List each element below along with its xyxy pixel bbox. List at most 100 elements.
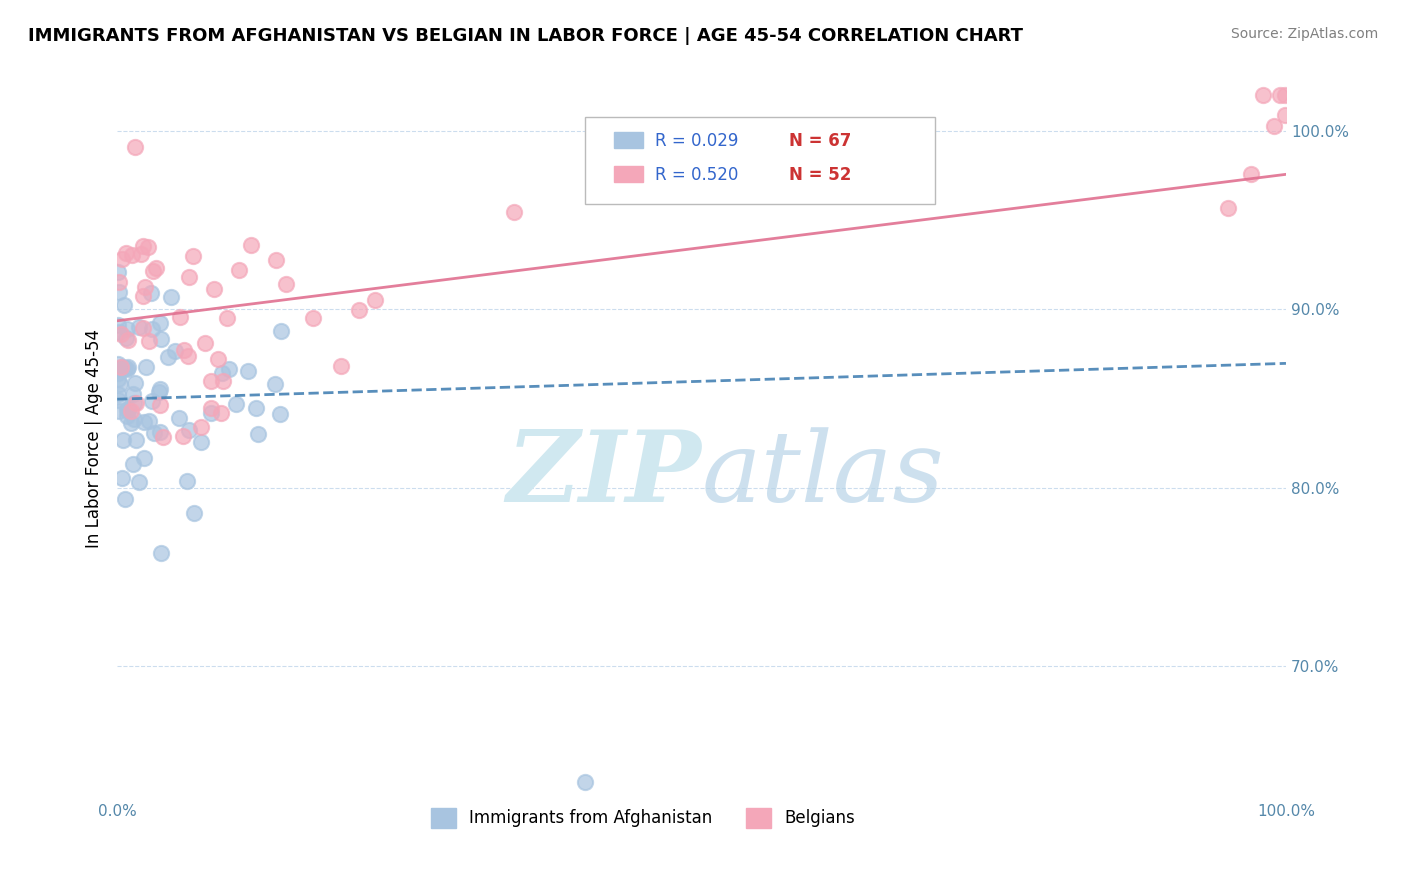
Point: [1274, 108, 1296, 122]
Point: [1263, 120, 1285, 134]
Point: [115, 331, 138, 345]
Point: [143, 426, 166, 441]
Point: [111, 360, 134, 375]
Point: [1268, 88, 1291, 103]
Point: [132, 289, 155, 303]
Point: [107, 371, 129, 385]
Text: N = 52: N = 52: [789, 166, 852, 184]
Text: Source: ZipAtlas.com: Source: ZipAtlas.com: [1230, 27, 1378, 41]
Point: [211, 366, 233, 380]
Point: [110, 471, 132, 485]
Point: [183, 507, 205, 521]
Point: [135, 359, 157, 374]
Point: [167, 411, 190, 425]
Point: [347, 303, 370, 318]
Point: [245, 401, 267, 416]
FancyBboxPatch shape: [614, 132, 643, 148]
Point: [240, 238, 263, 252]
Point: [329, 359, 352, 373]
Point: [225, 397, 247, 411]
Point: [107, 318, 129, 332]
Text: N = 67: N = 67: [789, 132, 852, 150]
Point: [131, 238, 153, 252]
Point: [152, 430, 174, 444]
Point: [176, 474, 198, 488]
Point: [1274, 88, 1296, 103]
Point: [112, 433, 135, 447]
Point: [173, 343, 195, 357]
Point: [160, 290, 183, 304]
Point: [134, 415, 156, 429]
Point: [136, 239, 159, 253]
Point: [1251, 88, 1274, 103]
Point: [114, 361, 136, 376]
Point: [202, 282, 225, 296]
Point: [108, 362, 131, 376]
Point: [124, 433, 146, 447]
Point: [120, 404, 142, 418]
Point: [108, 326, 131, 340]
Point: [149, 317, 172, 331]
Point: [107, 387, 129, 401]
Point: [1240, 167, 1263, 181]
Point: [574, 774, 596, 789]
Point: [115, 321, 138, 335]
FancyBboxPatch shape: [614, 166, 643, 182]
Point: [122, 387, 145, 401]
Point: [149, 398, 172, 412]
Point: [117, 359, 139, 374]
Point: [200, 374, 222, 388]
Point: [114, 492, 136, 507]
Point: [228, 263, 250, 277]
Point: [112, 298, 135, 312]
Point: [107, 265, 129, 279]
Point: [142, 264, 165, 278]
Point: [145, 261, 167, 276]
Point: [115, 403, 138, 417]
Text: IMMIGRANTS FROM AFGHANISTAN VS BELGIAN IN LABOR FORCE | AGE 45-54 CORRELATION CH: IMMIGRANTS FROM AFGHANISTAN VS BELGIAN I…: [28, 27, 1024, 45]
Point: [238, 364, 260, 378]
Point: [111, 252, 134, 266]
Point: [134, 280, 156, 294]
Point: [110, 377, 132, 392]
FancyBboxPatch shape: [585, 117, 935, 203]
Point: [190, 420, 212, 434]
Point: [107, 275, 129, 289]
Point: [141, 322, 163, 336]
Point: [218, 362, 240, 376]
Point: [132, 320, 155, 334]
Point: [124, 139, 146, 153]
Point: [200, 401, 222, 416]
Point: [149, 382, 172, 396]
Point: [125, 396, 148, 410]
Text: ZIP: ZIP: [506, 426, 702, 523]
Point: [263, 376, 285, 391]
Point: [246, 427, 269, 442]
Point: [211, 406, 233, 420]
Point: [148, 384, 170, 399]
Point: [156, 351, 179, 365]
Point: [364, 293, 387, 307]
Point: [172, 428, 194, 442]
Point: [177, 423, 200, 437]
Point: [107, 392, 129, 407]
Point: [110, 360, 132, 375]
Point: [117, 401, 139, 416]
Point: [149, 546, 172, 560]
Point: [115, 245, 138, 260]
Point: [302, 310, 325, 325]
Point: [107, 367, 129, 381]
Point: [215, 311, 238, 326]
Legend: Immigrants from Afghanistan, Belgians: Immigrants from Afghanistan, Belgians: [425, 801, 862, 835]
Point: [141, 394, 163, 409]
Text: atlas: atlas: [702, 427, 945, 522]
Point: [121, 248, 143, 262]
Point: [124, 376, 146, 391]
Point: [122, 396, 145, 410]
Point: [503, 204, 526, 219]
Point: [128, 319, 150, 334]
Text: R = 0.520: R = 0.520: [655, 166, 738, 184]
Point: [270, 324, 292, 338]
Point: [190, 434, 212, 449]
Point: [122, 457, 145, 471]
